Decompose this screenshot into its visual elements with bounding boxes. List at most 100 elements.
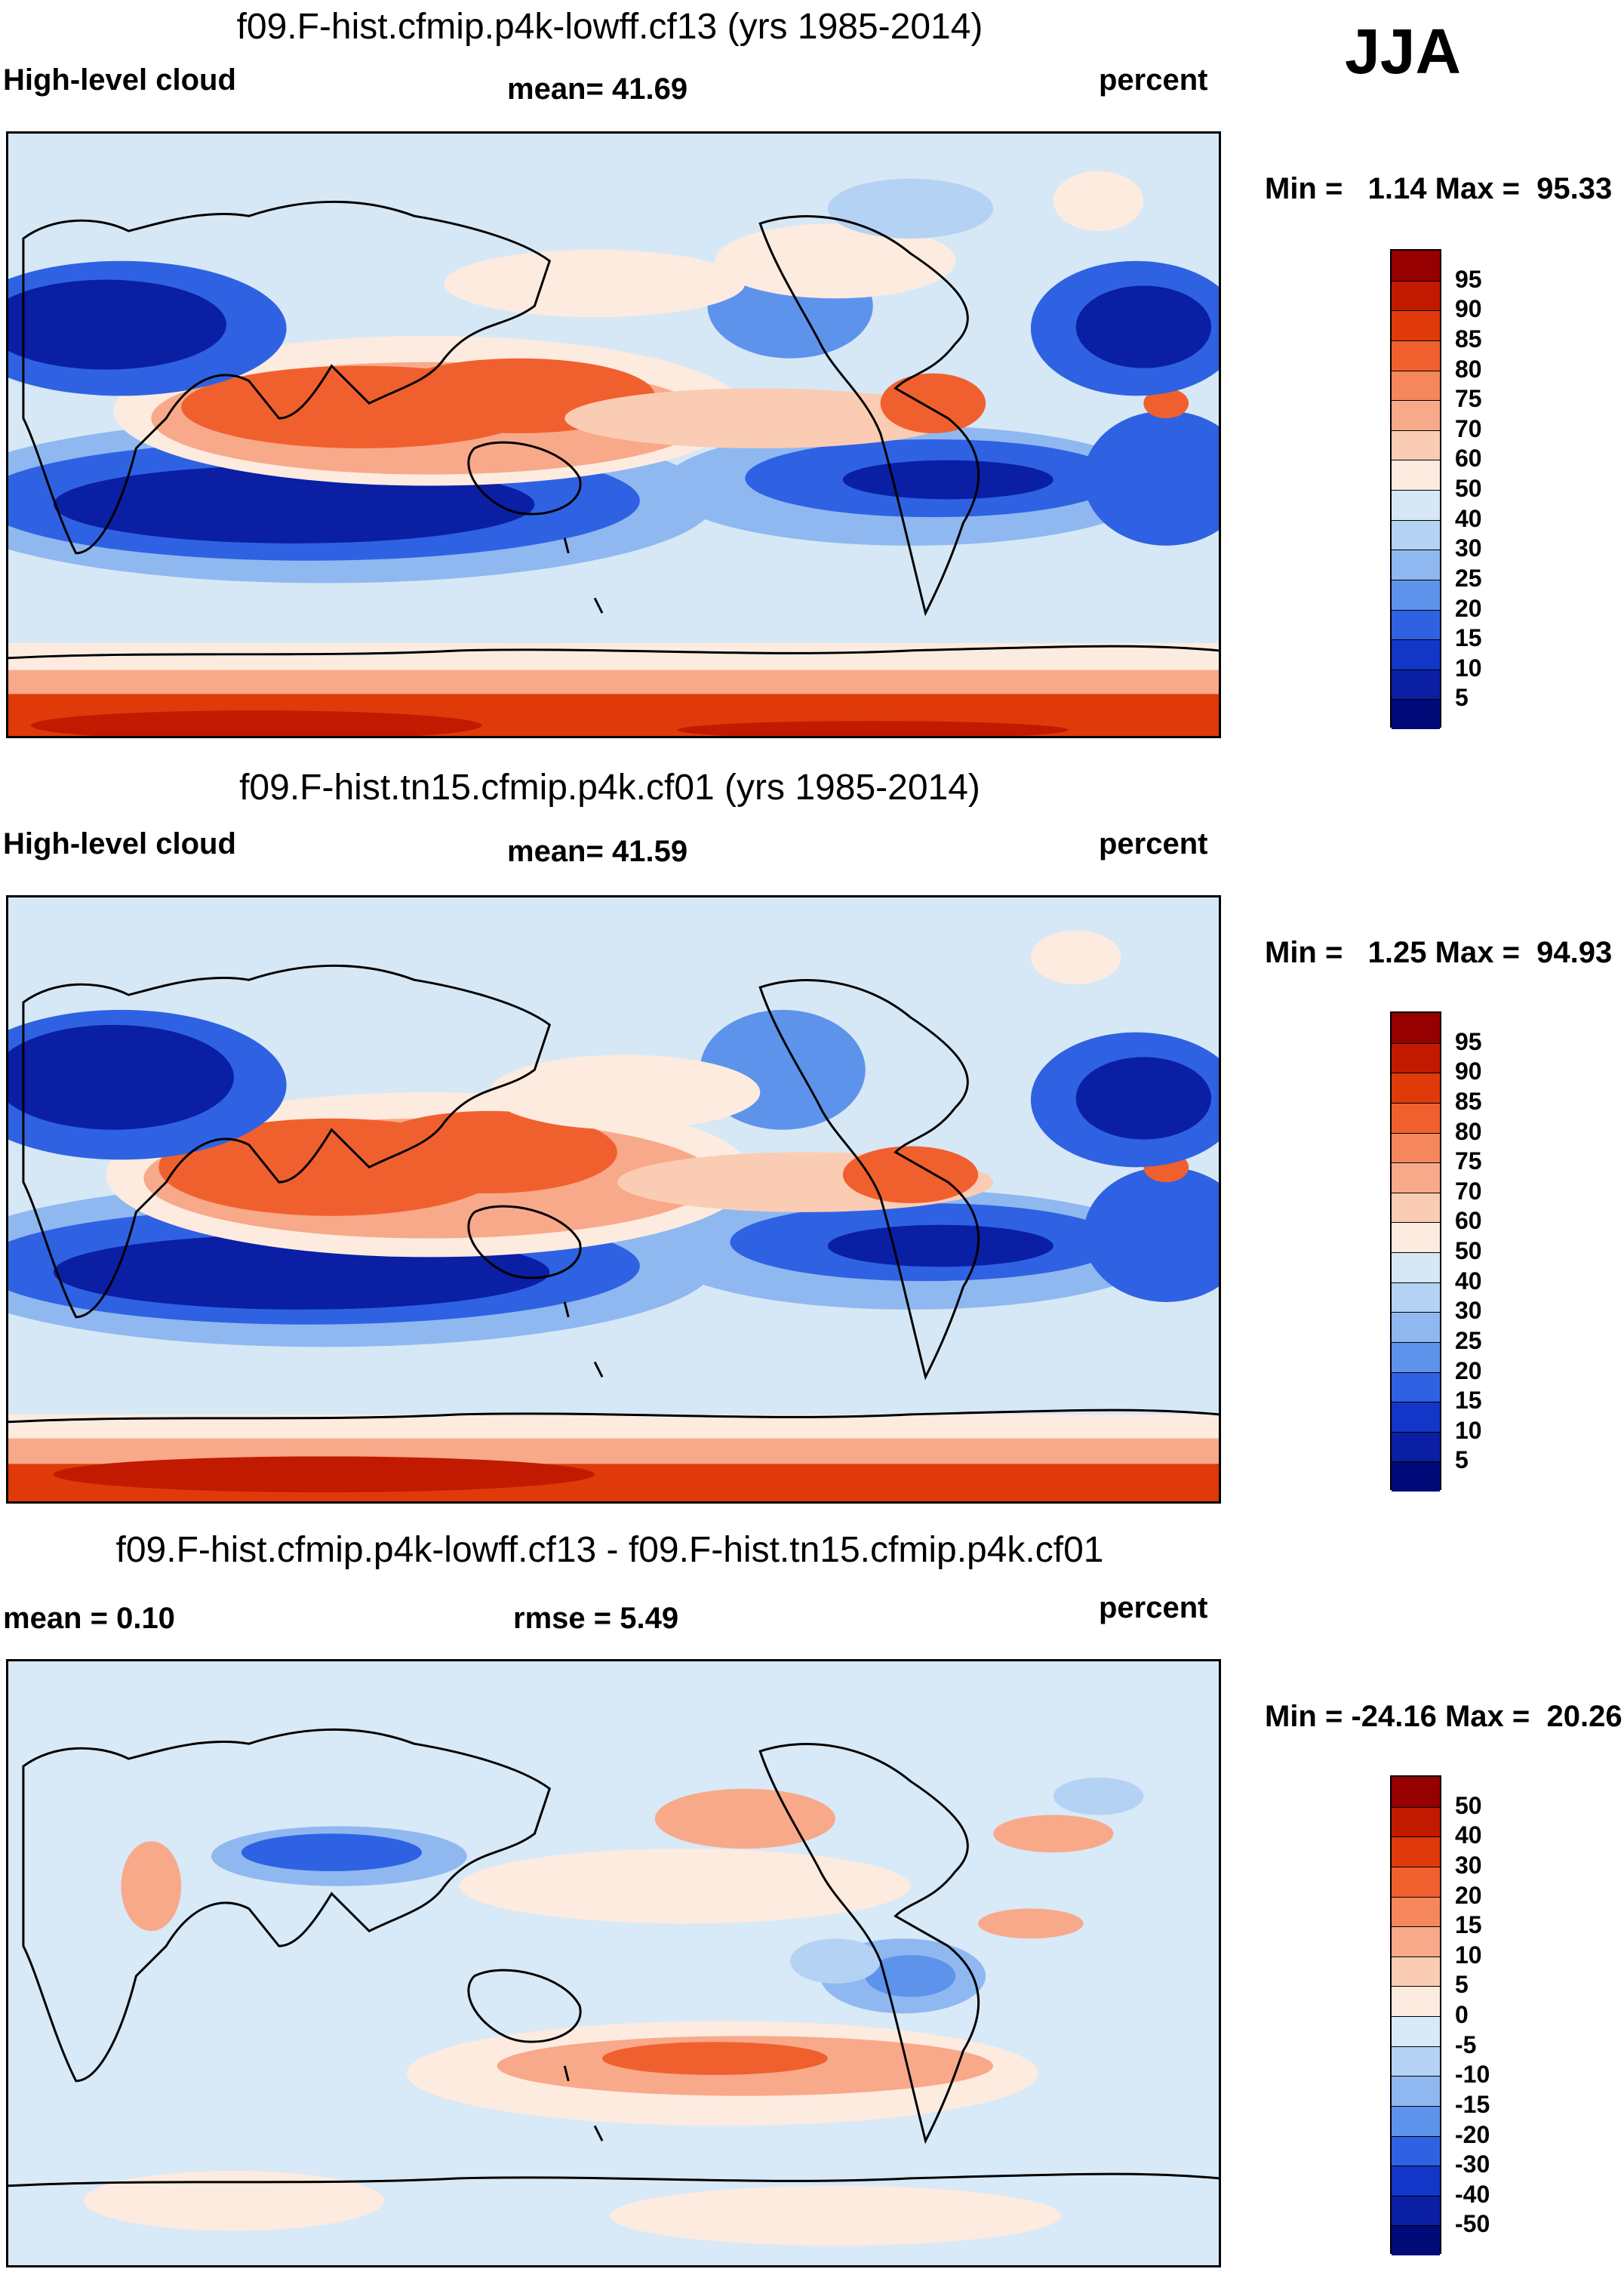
colorbar-tick-label: 75 (1455, 385, 1482, 413)
colorbar-swatch (1392, 1926, 1440, 1956)
colorbar-swatch (1392, 639, 1440, 670)
panel1-units-label: percent (1099, 63, 1208, 97)
colorbar-tick-label: 5 (1455, 684, 1469, 712)
colorbar-tick-label: 80 (1455, 1117, 1482, 1145)
colorbar-tick-label: 80 (1455, 355, 1482, 383)
colorbar-swatch (1392, 1341, 1440, 1372)
colorbar-tick-label: -10 (1455, 2061, 1490, 2089)
colorbar-swatch (1392, 1192, 1440, 1223)
colorbar-tick-label: 15 (1455, 1387, 1482, 1415)
panel3-colorbar (1390, 1775, 1441, 2255)
panel3-title: f09.F-hist.cfmip.p4k-lowff.cf13 - f09.F-… (115, 1530, 1104, 1570)
colorbar-swatch (1392, 460, 1440, 490)
colorbar-swatch (1392, 1073, 1440, 1103)
colorbar-tick-label: 0 (1455, 2001, 1469, 2028)
colorbar-swatch (1392, 1866, 1440, 1897)
colorbar-swatch (1392, 1806, 1440, 1837)
colorbar-swatch (1392, 1461, 1440, 1492)
colorbar-swatch (1392, 1013, 1440, 1043)
colorbar-tick-label: 95 (1455, 1027, 1482, 1055)
colorbar-swatch (1392, 490, 1440, 520)
colorbar-tick-label: -40 (1455, 2180, 1490, 2208)
colorbar-tick-label: 5 (1455, 1446, 1469, 1474)
colorbar-swatch (1392, 429, 1440, 460)
panel1-map (6, 131, 1221, 738)
panel1-variable-label: High-level cloud (3, 63, 236, 97)
colorbar-swatch (1392, 370, 1440, 401)
colorbar-swatch (1392, 1042, 1440, 1073)
colorbar-swatch (1392, 2225, 1440, 2255)
colorbar-swatch (1392, 669, 1440, 700)
colorbar-tick-label: 30 (1455, 1851, 1482, 1879)
colorbar-swatch (1392, 2046, 1440, 2077)
colorbar-swatch (1392, 2135, 1440, 2166)
colorbar-swatch (1392, 550, 1440, 580)
colorbar-swatch (1392, 1956, 1440, 1987)
panel2-minmax: Min = 1.25 Max = 94.93 (1265, 936, 1613, 969)
colorbar-tick-label: 10 (1455, 1941, 1482, 1969)
colorbar-tick-label: 30 (1455, 1297, 1482, 1325)
colorbar-swatch (1392, 1777, 1440, 1807)
colorbar-swatch (1392, 519, 1440, 550)
panel2-variable-label: High-level cloud (3, 827, 236, 860)
panel3-map-svg (8, 1661, 1219, 2265)
panel2-units-label: percent (1099, 827, 1208, 860)
colorbar-tick-label: 50 (1455, 475, 1482, 502)
panel2-mean-label: mean= 41.59 (507, 835, 688, 868)
panel3-minmax: Min = -24.16 Max = 20.26 (1265, 1700, 1622, 1733)
panel2-title: f09.F-hist.tn15.cfmip.p4k.cf01 (yrs 1985… (239, 768, 980, 808)
panel2-colorbar (1390, 1011, 1441, 1492)
panel3-rmse-label: rmse = 5.49 (513, 1602, 679, 1635)
colorbar-tick-label: 60 (1455, 1207, 1482, 1235)
colorbar-swatch (1392, 1986, 1440, 2016)
colorbar-tick-label: -15 (1455, 2090, 1490, 2118)
colorbar-swatch (1392, 609, 1440, 640)
colorbar-swatch (1392, 1836, 1440, 1867)
colorbar-tick-label: -5 (1455, 2030, 1477, 2058)
colorbar-tick-label: -30 (1455, 2150, 1490, 2178)
colorbar-tick-label: 60 (1455, 445, 1482, 473)
panel1-title: f09.F-hist.cfmip.p4k-lowff.cf13 (yrs 198… (236, 7, 983, 47)
panel3-units-label: percent (1099, 1591, 1208, 1624)
colorbar-swatch (1392, 280, 1440, 311)
colorbar-tick-label: 10 (1455, 654, 1482, 682)
colorbar-tick-label: 10 (1455, 1416, 1482, 1444)
colorbar-swatch (1392, 1132, 1440, 1163)
colorbar-swatch (1392, 579, 1440, 610)
colorbar-swatch (1392, 1312, 1440, 1342)
season-label: JJA (1345, 16, 1462, 87)
colorbar-tick-label: 85 (1455, 325, 1482, 352)
colorbar-tick-label: 40 (1455, 504, 1482, 532)
colorbar-swatch (1392, 699, 1440, 729)
colorbar-tick-label: 25 (1455, 1326, 1482, 1354)
colorbar-swatch (1392, 1222, 1440, 1252)
colorbar-tick-label: -50 (1455, 2210, 1490, 2238)
colorbar-swatch (1392, 400, 1440, 430)
colorbar-swatch (1392, 1431, 1440, 1462)
panel3-map (6, 1659, 1221, 2267)
colorbar-swatch (1392, 251, 1440, 281)
colorbar-swatch (1392, 2076, 1440, 2106)
colorbar-tick-label: 30 (1455, 534, 1482, 562)
panel1-mean-label: mean= 41.69 (507, 72, 688, 106)
colorbar-tick-label: 15 (1455, 624, 1482, 652)
colorbar-swatch (1392, 2195, 1440, 2226)
colorbar-swatch (1392, 1102, 1440, 1133)
colorbar-swatch (1392, 1162, 1440, 1193)
colorbar-tick-label: 95 (1455, 265, 1482, 293)
panel2-map-svg (8, 897, 1219, 1501)
colorbar-tick-label: 70 (1455, 414, 1482, 442)
colorbar-swatch (1392, 1252, 1440, 1282)
colorbar-swatch (1392, 2105, 1440, 2136)
colorbar-tick-label: 40 (1455, 1821, 1482, 1849)
colorbar-tick-label: 20 (1455, 1881, 1482, 1909)
colorbar-swatch (1392, 1372, 1440, 1402)
panel2-map (6, 895, 1221, 1504)
colorbar-swatch (1392, 1896, 1440, 1927)
colorbar-swatch (1392, 310, 1440, 340)
colorbar-tick-label: 15 (1455, 1911, 1482, 1939)
colorbar-tick-label: -20 (1455, 2120, 1490, 2148)
colorbar-swatch (1392, 340, 1440, 371)
panel3-mean-label: mean = 0.10 (3, 1602, 175, 1635)
colorbar-tick-label: 85 (1455, 1087, 1482, 1115)
